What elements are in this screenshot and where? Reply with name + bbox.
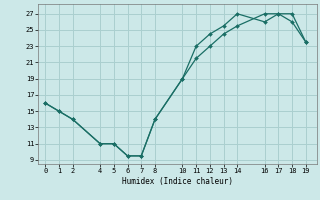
X-axis label: Humidex (Indice chaleur): Humidex (Indice chaleur): [122, 177, 233, 186]
